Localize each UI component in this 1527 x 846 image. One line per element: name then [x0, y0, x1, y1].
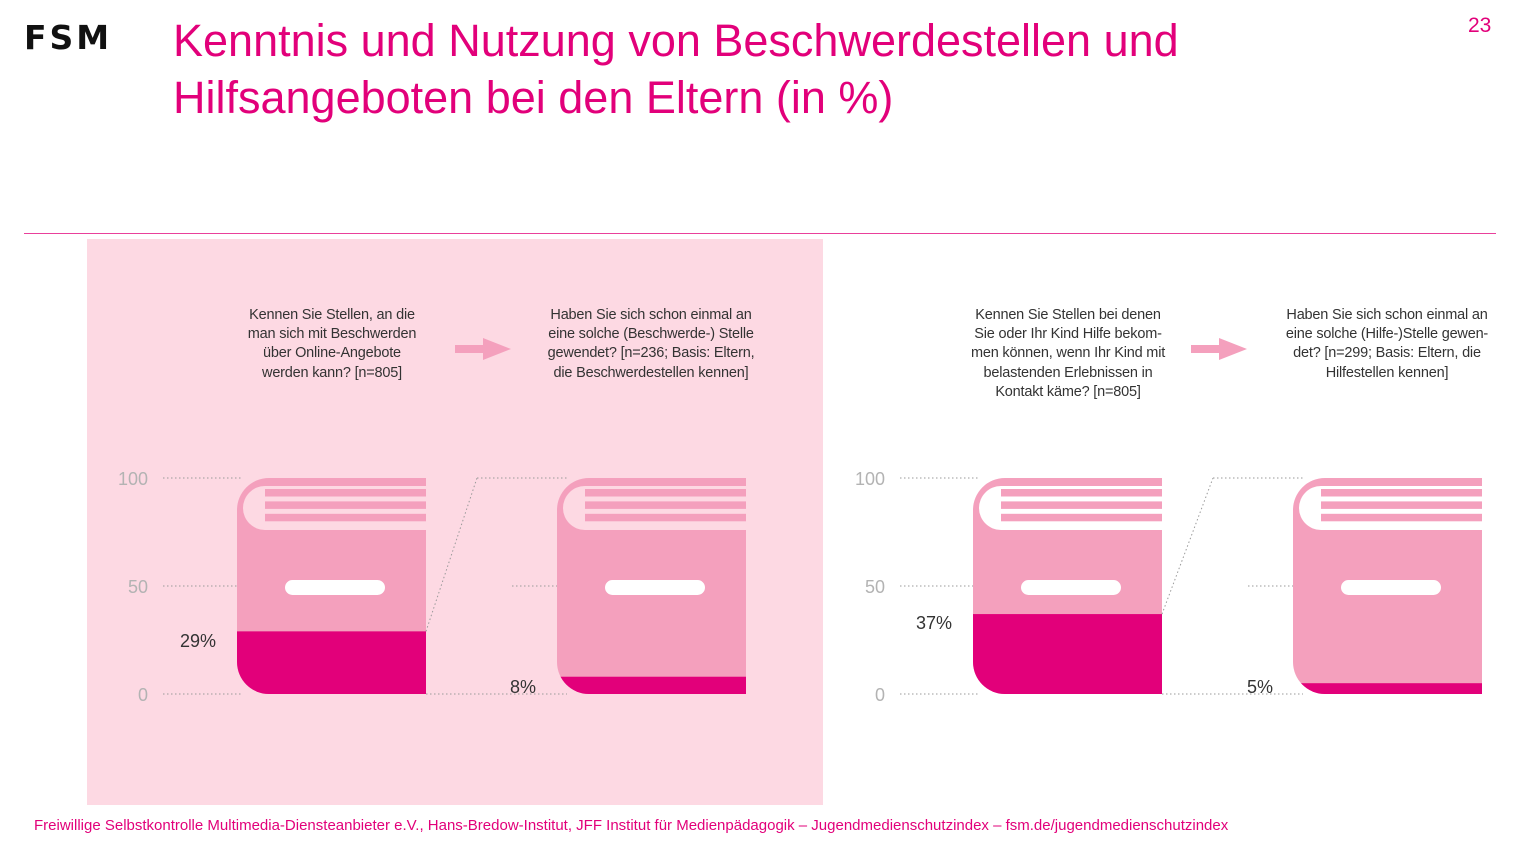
book-bar	[1293, 478, 1482, 694]
arrow-shaft	[1191, 345, 1221, 353]
book-page-stripe	[265, 489, 426, 497]
y-tick-label: 50	[865, 577, 885, 597]
book-label-bar	[285, 580, 385, 595]
y-tick-label: 50	[128, 577, 148, 597]
question-line: Kennen Sie Stellen bei denen	[975, 307, 1161, 323]
book-label-bar	[1341, 580, 1441, 595]
y-tick-label: 100	[855, 469, 885, 489]
footer-credits: Freiwillige Selbstkontrolle Multimedia-D…	[34, 817, 1229, 834]
arrow-head	[483, 338, 511, 360]
title-line-1: Kenntnis und Nutzung von Beschwerdestell…	[173, 15, 1179, 66]
question-line: die Beschwerdestellen kennen]	[553, 364, 749, 381]
question-knowledge-complaints: Kennen Sie Stellen, an die man sich mit B…	[217, 306, 447, 383]
book-value-fill	[237, 631, 426, 694]
book-label-bar	[1021, 580, 1121, 595]
book-page-stripe	[1001, 501, 1162, 509]
connector-line	[1161, 477, 1214, 615]
arrow-shaft	[455, 345, 485, 353]
book-page-stripe	[1321, 501, 1482, 509]
book-page-stripe	[585, 513, 746, 522]
book-page-stripe	[1321, 513, 1482, 522]
question-usage-help: Haben Sie sich schon einmal an eine solch…	[1272, 306, 1502, 383]
book-page-stripe	[1001, 489, 1162, 497]
book-value-fill	[973, 614, 1162, 694]
question-line: eine solche (Beschwerde-) Stelle	[548, 326, 754, 343]
value-label: 37%	[916, 613, 952, 633]
question-line: Haben Sie sich schon einmal an	[550, 307, 752, 323]
book-label-bar	[605, 580, 705, 595]
book-page-stripe	[265, 513, 426, 522]
fsm-logo: FSM	[24, 18, 113, 57]
page-number: 23	[1468, 14, 1492, 37]
question-line: Kennen Sie Stellen, an die	[249, 307, 415, 323]
connector-line	[425, 477, 478, 632]
book-value-fill	[1293, 683, 1482, 694]
question-line: Hilfestellen kennen]	[1325, 364, 1449, 381]
book-bar	[557, 478, 746, 694]
y-tick-label: 0	[138, 685, 148, 705]
question-line: über Online-Angebote	[263, 345, 401, 362]
book-page-stripe	[265, 501, 426, 509]
y-tick-label: 100	[118, 469, 148, 489]
arrow-head	[1219, 338, 1247, 360]
question-line: man sich mit Beschwerden	[247, 326, 417, 343]
question-line: belastenden Erlebnissen in	[983, 364, 1153, 381]
question-line: men können, wenn Ihr Kind mit	[970, 345, 1166, 362]
book-page-stripe	[1001, 513, 1162, 522]
question-knowledge-help: Kennen Sie Stellen bei denen Sie oder Ihr…	[953, 306, 1183, 402]
arrow-right-icon	[455, 338, 511, 360]
title-line-2: Hilfsangeboten bei den Eltern (in %)	[173, 72, 894, 123]
book-value-fill	[557, 676, 746, 694]
book-page-stripe	[585, 489, 746, 497]
question-line: Sie oder Ihr Kind Hilfe bekom-	[974, 326, 1162, 343]
question-line: gewendet? [n=236; Basis: Eltern,	[547, 345, 755, 362]
question-line: Kontakt käme? [n=805]	[995, 383, 1141, 400]
y-tick-label: 0	[875, 685, 885, 705]
book-page-stripe	[585, 501, 746, 509]
question-line: det? [n=299; Basis: Eltern, die	[1293, 345, 1481, 362]
question-line: werden kann? [n=805]	[262, 364, 402, 381]
page-title: Kenntnis und Nutzung von Beschwerdestell…	[173, 12, 1323, 126]
arrow-right-icon	[1191, 338, 1247, 360]
header-divider	[24, 233, 1496, 234]
book-bar	[237, 478, 426, 694]
question-line: Haben Sie sich schon einmal an	[1286, 307, 1488, 323]
value-label: 5%	[1247, 677, 1273, 697]
question-line: eine solche (Hilfe-)Stelle gewen-	[1285, 326, 1489, 343]
book-page-stripe	[1321, 489, 1482, 497]
value-label: 8%	[510, 677, 536, 697]
value-label: 29%	[180, 631, 216, 651]
question-usage-complaints: Haben Sie sich schon einmal an eine solch…	[536, 306, 766, 383]
book-bar	[973, 478, 1162, 694]
